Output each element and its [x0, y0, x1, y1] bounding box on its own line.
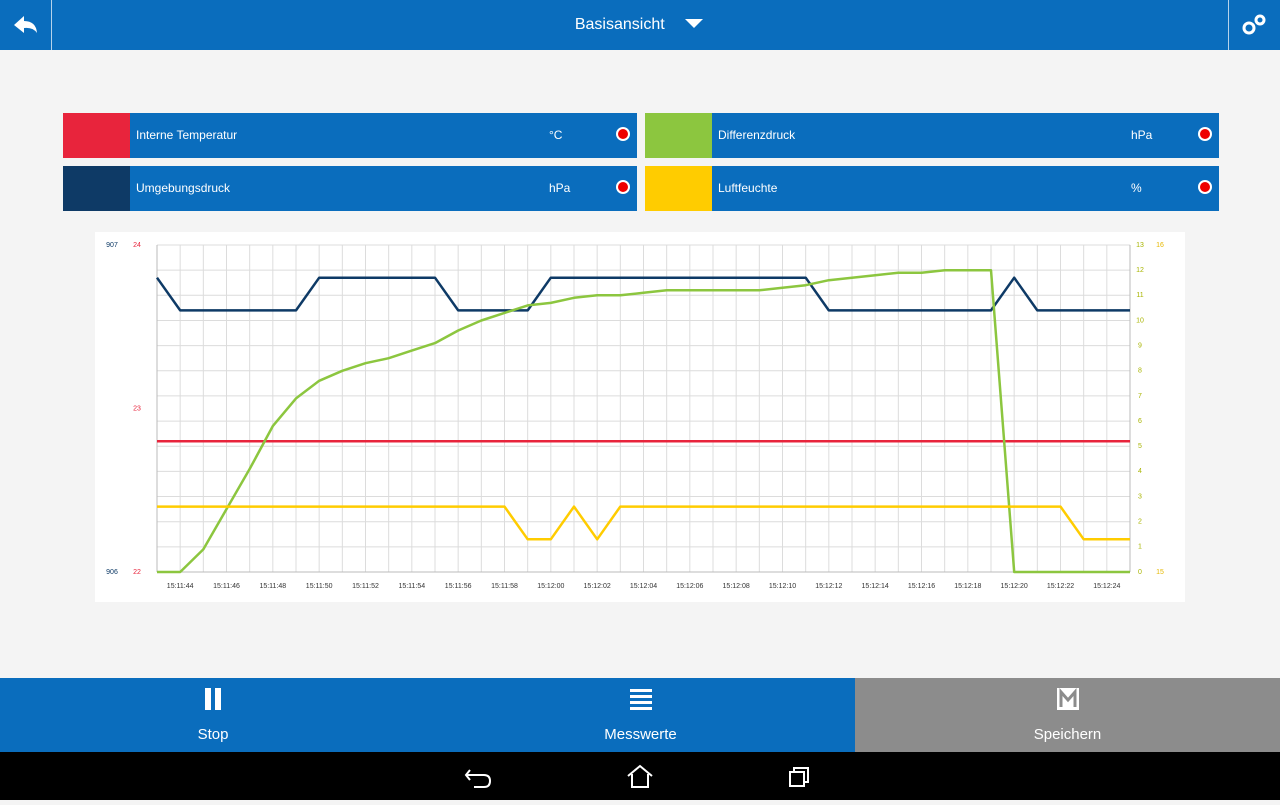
y-tick-label: 9: [1138, 342, 1142, 349]
x-tick-label: 15:12:22: [1047, 583, 1074, 590]
x-tick-label: 15:11:54: [398, 583, 425, 590]
y-tick-label: 0: [1138, 569, 1142, 576]
x-tick-label: 15:11:46: [213, 583, 240, 590]
legend-name: Interne Temperatur: [136, 128, 238, 142]
y-tick-label: 16: [1156, 242, 1164, 249]
y-tick-label: 23: [133, 405, 141, 412]
x-tick-label: 15:12:16: [908, 583, 935, 590]
series-line: [157, 268, 1130, 574]
button-label: Stop: [197, 726, 229, 743]
y-tick-label: 906: [106, 569, 118, 576]
back-button[interactable]: [0, 0, 50, 50]
x-tick-label: 15:11:58: [491, 583, 518, 590]
x-tick-label: 15:12:06: [676, 583, 703, 590]
settings-button[interactable]: [1230, 0, 1280, 50]
y-tick-label: 7: [1138, 393, 1142, 400]
y-tick-label: 12: [1136, 267, 1144, 274]
status-dot: [1198, 180, 1212, 194]
x-tick-label: 15:11:50: [306, 583, 333, 590]
x-tick-label: 15:11:52: [352, 583, 379, 590]
legend-unit: hPa: [549, 181, 571, 195]
title-text: Basisansicht: [574, 16, 665, 33]
legend-item[interactable]: Luftfeuchte%: [645, 166, 1219, 211]
x-tick-label: 15:12:20: [1001, 583, 1028, 590]
x-tick-label: 15:12:14: [862, 583, 889, 590]
legend-name: Umgebungsdruck: [136, 181, 231, 195]
speichern-button[interactable]: Speichern: [855, 678, 1280, 752]
legend-item[interactable]: Interne Temperatur °C: [63, 113, 637, 158]
y-tick-label: 10: [1136, 317, 1144, 324]
status-dot: [616, 127, 630, 141]
x-tick-label: 15:12:24: [1093, 583, 1120, 590]
legend-swatch: [63, 166, 130, 211]
y-tick-label: 24: [133, 242, 141, 249]
y-tick-label: 6: [1138, 418, 1142, 425]
system-nav-bar: [0, 752, 1280, 800]
x-tick-label: 15:11:44: [167, 583, 194, 590]
list-icon: [629, 689, 652, 710]
legend-swatch: [63, 113, 130, 158]
x-tick-label: 15:11:56: [445, 583, 472, 590]
x-tick-label: 15:12:12: [815, 583, 842, 590]
y-tick-label: 22: [133, 569, 141, 576]
chart-panel: 906 907 22 23 24 0 1 2 3 4 5 6 7 8 9 10 11 12 13 15 16 15:11:…: [95, 232, 1185, 602]
y-tick-label: 1: [1138, 544, 1142, 551]
nav-icons: [464, 764, 809, 788]
y-tick-label: 5: [1138, 443, 1142, 450]
y-tick-label: 11: [1136, 292, 1143, 299]
y-tick-label: 3: [1138, 493, 1142, 500]
legend-name: Luftfeuchte: [718, 181, 778, 195]
x-tick-label: 15:12:04: [630, 583, 657, 590]
legend-unit: °C: [549, 128, 563, 142]
y-tick-label: 4: [1138, 468, 1142, 475]
x-tick-label: 15:12:18: [954, 583, 981, 590]
stop-button[interactable]: Stop: [0, 678, 426, 752]
separator: [51, 0, 52, 50]
nav-back[interactable]: [464, 769, 492, 788]
legend-item[interactable]: Umgebungsdruck hPa: [63, 166, 637, 211]
series-line: [157, 505, 1130, 541]
x-tick-label: 15:12:02: [584, 583, 611, 590]
legend-unit: hPa: [1131, 128, 1153, 142]
y-tick-label: 15: [1156, 569, 1164, 576]
y-tick-label: 8: [1138, 368, 1142, 375]
x-tick-label: 15:11:48: [259, 583, 286, 590]
button-label: Messwerte: [604, 726, 677, 743]
nav-home[interactable]: [627, 764, 653, 788]
status-dot: [1198, 127, 1212, 141]
separator: [1228, 0, 1229, 50]
pause-icon: [205, 688, 221, 710]
status-dot: [616, 180, 630, 194]
y-tick-label: 2: [1138, 519, 1142, 526]
save-icon: [1056, 688, 1079, 710]
nav-recent[interactable]: [789, 767, 809, 787]
y-tick-label: 13: [1136, 242, 1144, 249]
button-label: Speichern: [1033, 726, 1102, 743]
legend-item[interactable]: Differenzdruck hPa: [645, 113, 1219, 158]
legend-name: Differenzdruck: [718, 128, 796, 142]
dropdown-arrow: [685, 19, 704, 28]
legend-swatch: [645, 166, 712, 211]
x-tick-label: 15:12:00: [537, 583, 564, 590]
series-line: [155, 276, 1130, 312]
header-title[interactable]: Basisansicht: [0, 16, 1280, 34]
legend-swatch: [645, 113, 712, 158]
legend-unit: %: [1131, 181, 1142, 195]
header: Basisansicht: [0, 0, 1280, 50]
x-tick-label: 15:12:10: [769, 583, 796, 590]
chart: 906907222324012345678910111213151615:11:…: [106, 242, 1164, 590]
y-tick-label: 907: [106, 242, 118, 249]
messwerte-button[interactable]: Messwerte: [426, 678, 855, 752]
x-tick-label: 15:12:08: [723, 583, 750, 590]
